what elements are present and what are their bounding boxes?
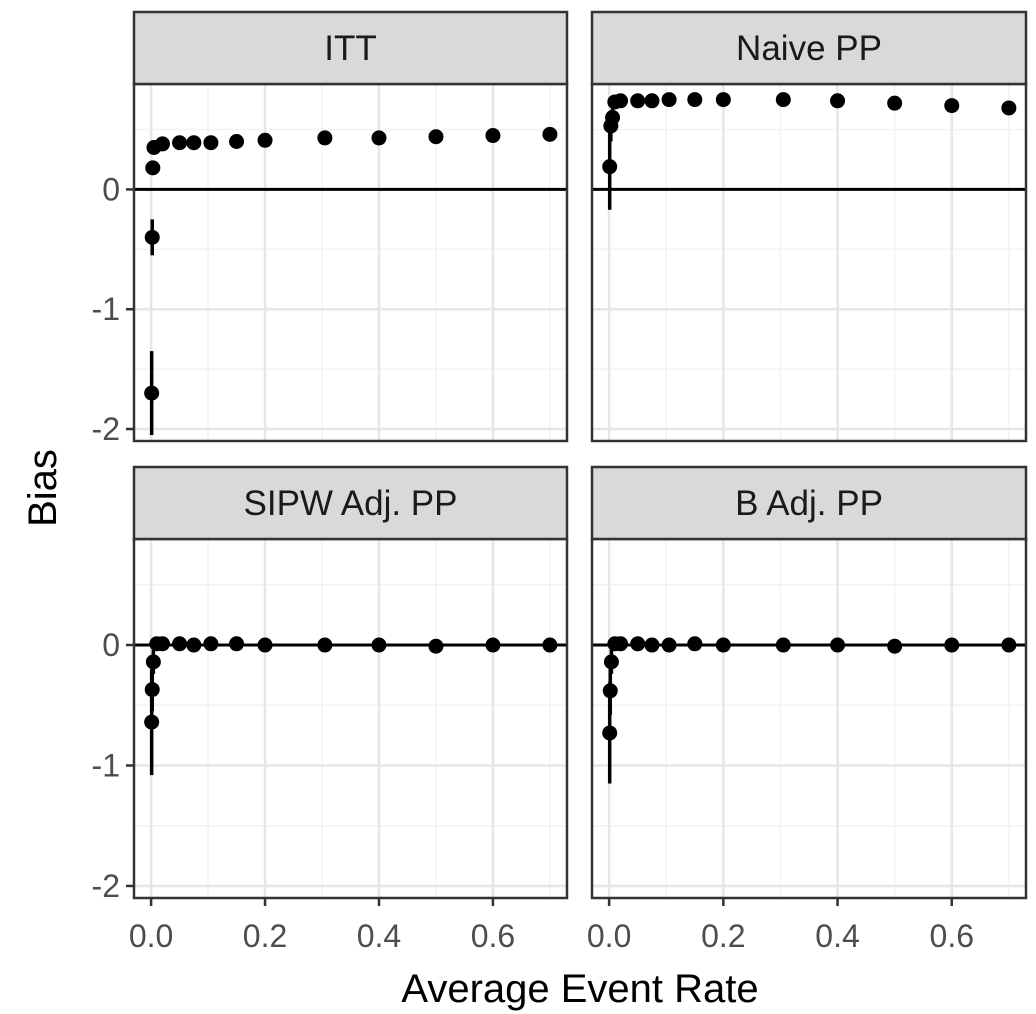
data-point (687, 92, 703, 108)
facet-title: Naive PP (736, 29, 882, 68)
data-point (371, 130, 387, 146)
y-axis-title: Bias (21, 449, 65, 527)
panel-background (592, 84, 1026, 441)
data-point (428, 638, 444, 654)
data-point (485, 637, 501, 653)
data-point (775, 637, 791, 653)
x-tick-label: 0.4 (815, 918, 859, 954)
x-tick-label: 0.4 (357, 918, 401, 954)
y-tick-label: 0 (102, 627, 120, 663)
data-point (172, 636, 188, 652)
data-point (144, 714, 160, 730)
data-point (229, 134, 245, 150)
data-point (144, 682, 160, 698)
data-point (661, 92, 677, 108)
data-point (1001, 637, 1017, 653)
data-point (145, 654, 161, 670)
data-point (144, 229, 160, 245)
data-point (775, 92, 791, 108)
data-point (154, 136, 170, 152)
data-point (715, 92, 731, 108)
data-point (172, 135, 188, 151)
data-point (715, 637, 731, 653)
data-point (257, 132, 273, 148)
x-tick-label: 0.2 (243, 918, 287, 954)
data-point (145, 160, 161, 176)
facet-strip (590, 10, 1028, 86)
data-point (186, 637, 202, 653)
data-point (186, 135, 202, 151)
data-point (830, 93, 846, 109)
data-point (944, 98, 960, 114)
y-tick-label: -2 (92, 411, 120, 447)
x-tick-label: 0.2 (701, 918, 745, 954)
data-point (887, 638, 903, 654)
data-point (1001, 100, 1017, 116)
data-point (830, 637, 846, 653)
data-point (644, 93, 660, 109)
data-point (944, 637, 960, 653)
x-axis-title: Average Event Rate (401, 967, 758, 1011)
data-point (229, 636, 245, 652)
panel-background (134, 539, 567, 898)
data-point (154, 636, 170, 652)
facet-strip (590, 465, 1028, 541)
y-tick-label: -1 (92, 291, 120, 327)
data-point (644, 637, 660, 653)
data-point (371, 637, 387, 653)
data-point (605, 110, 621, 126)
data-point (317, 637, 333, 653)
data-point (602, 159, 618, 175)
data-point (630, 636, 646, 652)
data-point (613, 93, 629, 109)
data-point (602, 725, 618, 741)
facet-strip (132, 465, 569, 541)
facet-title: SIPW Adj. PP (244, 484, 458, 523)
data-point (887, 95, 903, 111)
data-point (203, 636, 219, 652)
facet-title: B Adj. PP (735, 484, 883, 523)
data-point (542, 126, 558, 142)
data-point (485, 128, 501, 144)
x-tick-label: 0.0 (587, 918, 631, 954)
panel-background (592, 539, 1026, 898)
data-point (602, 683, 618, 699)
data-point (428, 129, 444, 145)
data-point (661, 637, 677, 653)
x-tick-label: 0.6 (930, 918, 974, 954)
facet-strip (132, 10, 569, 86)
y-tick-label: -2 (92, 868, 120, 904)
data-point (630, 93, 646, 109)
x-tick-label: 0.0 (129, 918, 173, 954)
data-point (613, 636, 629, 652)
data-point (144, 385, 160, 401)
data-point (603, 654, 619, 670)
x-tick-label: 0.6 (471, 918, 515, 954)
facet-title: ITT (324, 29, 376, 68)
y-tick-label: -1 (92, 747, 120, 783)
data-point (257, 637, 273, 653)
y-tick-label: 0 (102, 171, 120, 207)
data-point (542, 637, 558, 653)
data-point (203, 135, 219, 151)
data-point (687, 636, 703, 652)
data-point (317, 130, 333, 146)
